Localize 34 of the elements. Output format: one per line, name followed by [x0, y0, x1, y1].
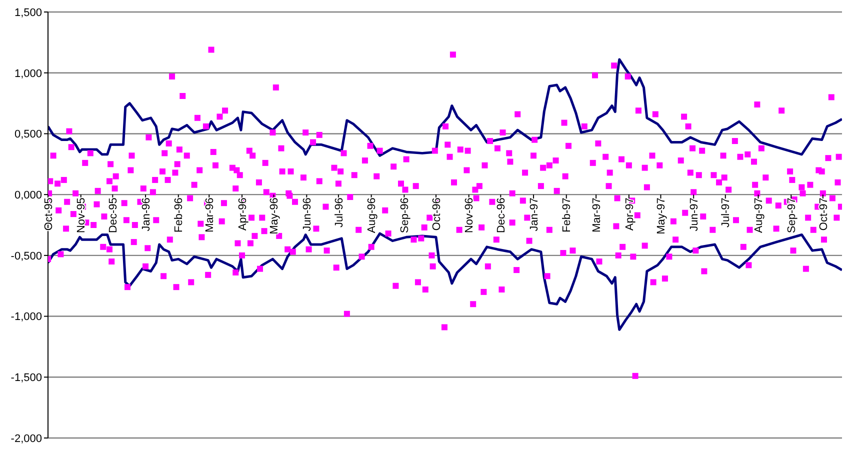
y-tick-label: 0,000 — [14, 189, 42, 202]
x-tick-label: Feb-97 — [561, 198, 574, 232]
line-series — [48, 232, 842, 331]
x-tick-label: Nov-96 — [464, 198, 476, 234]
x-tick-label: Jan-97 — [528, 198, 540, 232]
y-tick-label: -0,500 — [10, 250, 42, 262]
line-series — [48, 58, 842, 157]
x-tick-label: Feb-96 — [173, 198, 186, 232]
y-tick-label: 1,000 — [14, 68, 42, 80]
x-tick-label: Apr-97 — [624, 198, 636, 231]
x-tick-label: Jan-96 — [140, 198, 152, 232]
y-tick-label: 0,500 — [14, 128, 42, 141]
x-tick-label: Aug-96 — [366, 198, 378, 234]
x-tick-label: May-97 — [656, 198, 668, 234]
x-tick-label: Oct-96 — [430, 198, 443, 231]
x-tick-label: Jun-96 — [302, 198, 314, 232]
x-tick-label: Jul-96 — [333, 198, 346, 228]
x-tick-label: Jun-97 — [688, 198, 700, 232]
y-tick-label: -1,000 — [10, 311, 42, 324]
x-tick-label: Dec-95 — [108, 198, 120, 234]
x-tick-label: Mar-97 — [590, 198, 603, 232]
x-tick-label: Aug-97 — [753, 198, 766, 234]
y-tick-label: 1,500 — [14, 6, 42, 19]
x-tick-label: Mar-96 — [204, 198, 216, 232]
y-tick-label: -1,500 — [10, 372, 42, 384]
x-tick-label: Oct-97 — [818, 198, 830, 231]
x-tick-label: Sep-97 — [786, 198, 798, 234]
x-tick-label: Jul-97 — [720, 198, 732, 228]
x-tick-label: Nov-95 — [76, 198, 88, 234]
x-tick-label: Dec-96 — [496, 198, 508, 234]
y-tick-label: -2,000 — [10, 432, 42, 445]
x-tick-label: May-96 — [268, 198, 281, 234]
x-tick-label: Apr-96 — [236, 198, 249, 231]
x-tick-label: Sep-96 — [399, 198, 412, 234]
